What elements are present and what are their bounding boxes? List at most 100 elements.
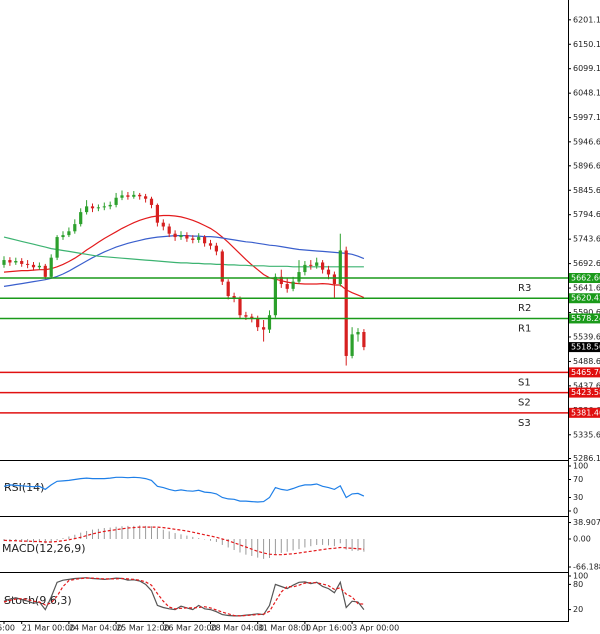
pivot-name: S3 xyxy=(518,418,531,429)
y-tick-label: 5794.60 xyxy=(573,210,600,219)
last-price-label: 5518.50 xyxy=(571,343,600,352)
x-tick-label: 26 Mar 20:00 xyxy=(163,624,216,633)
candle-body xyxy=(73,224,77,232)
y-tick-label: 100 xyxy=(573,572,588,581)
x-tick-label: 16:00 xyxy=(0,624,15,633)
pivot-name: R1 xyxy=(518,323,531,334)
y-tick-label: 5590.60 xyxy=(573,308,600,317)
candle-body xyxy=(285,284,289,289)
candle-body xyxy=(108,204,112,207)
candle-body xyxy=(256,318,260,328)
candle-body xyxy=(49,257,53,277)
y-tick-label: 5641.60 xyxy=(573,284,600,293)
indicator-line xyxy=(3,577,364,617)
candle-body xyxy=(26,263,30,265)
x-tick-label: 1 Apr 16:00 xyxy=(305,624,352,633)
y-tick-label: 5335.60 xyxy=(573,430,600,439)
y-tick-label: 5845.60 xyxy=(573,186,600,195)
candle-body xyxy=(55,237,59,258)
pivot-name: R2 xyxy=(518,303,531,314)
y-tick-label: -66.188 xyxy=(573,563,600,572)
x-tick-label: 3 Apr 00:00 xyxy=(352,624,399,633)
candle-body xyxy=(31,264,36,268)
indicator-line xyxy=(3,214,365,299)
pivot-value: 5620.42 xyxy=(571,294,600,303)
x-tick-label: 24 Mar 04:00 xyxy=(69,624,122,633)
indicator-line xyxy=(3,577,365,617)
pivot-value: 5423.58 xyxy=(571,388,600,397)
candle-body xyxy=(61,235,65,238)
candle-body xyxy=(191,238,195,240)
candle-body xyxy=(279,276,283,285)
pivot-tag xyxy=(569,367,600,378)
candle-body xyxy=(149,198,154,205)
candle-body xyxy=(120,195,124,198)
x-tick-label: 25 Mar 12:00 xyxy=(116,624,169,633)
y-tick-label: 100 xyxy=(573,462,588,471)
candle-body xyxy=(232,296,236,299)
candle-body xyxy=(167,226,171,234)
candle-body xyxy=(315,262,319,266)
candle-body xyxy=(273,276,277,316)
candle-body xyxy=(126,195,130,197)
y-tick-label: 6099.10 xyxy=(573,64,600,73)
candle-body xyxy=(90,206,95,209)
candle-body xyxy=(262,327,266,330)
y-tick-label: 30 xyxy=(573,493,583,502)
pivot-tag xyxy=(569,387,600,398)
pivot-name: S1 xyxy=(518,377,531,388)
y-tick-label: 5692.60 xyxy=(573,259,600,268)
candle-body xyxy=(96,207,100,209)
y-tick-label: 0.00 xyxy=(573,534,591,543)
candle-body xyxy=(362,331,366,348)
y-tick-label: 5743.60 xyxy=(573,235,600,244)
y-tick-label: 5997.10 xyxy=(573,113,600,122)
candle-body xyxy=(67,231,71,236)
pivot-value: 5578.24 xyxy=(571,314,600,323)
candle-body xyxy=(179,235,183,238)
candle-body xyxy=(338,250,342,285)
panel-title: Stoch(9,6,3) xyxy=(4,594,72,607)
candle-body xyxy=(356,331,360,335)
candle-body xyxy=(226,281,230,297)
candle-body xyxy=(326,269,331,275)
candle-body xyxy=(297,272,301,282)
pivot-value: 5381.40 xyxy=(571,408,600,417)
candle-body xyxy=(2,260,6,265)
y-tick-label: 70 xyxy=(573,475,583,484)
candle-body xyxy=(138,194,142,197)
candle-body xyxy=(220,251,224,282)
candle-body xyxy=(208,243,213,246)
indicator-line xyxy=(3,235,365,287)
x-tick-label: 21 Mar 00:00 xyxy=(22,624,75,633)
pivot-name: R3 xyxy=(518,283,531,294)
candle-body xyxy=(214,245,218,252)
last-price-tag xyxy=(569,342,600,353)
candle-body xyxy=(197,237,201,240)
candle-body xyxy=(303,264,307,273)
candle-body xyxy=(332,274,336,285)
candle-body xyxy=(102,206,106,208)
pivot-value: 5662.60 xyxy=(571,274,600,283)
candle-body xyxy=(85,206,89,213)
candle-body xyxy=(14,261,18,263)
candle-body xyxy=(37,265,41,268)
pivot-tag xyxy=(569,407,600,418)
pivot-tag xyxy=(569,293,600,304)
candle-body xyxy=(291,281,295,289)
y-tick-label: 20 xyxy=(573,605,583,614)
pivot-tag xyxy=(569,273,600,283)
candle-body xyxy=(344,250,348,356)
candle-body xyxy=(250,316,254,319)
y-tick-label: 0 xyxy=(573,507,578,516)
candle-body xyxy=(321,262,325,270)
pivot-name: S2 xyxy=(518,398,531,409)
candle-body xyxy=(203,237,207,244)
y-tick-label: 80 xyxy=(573,580,583,589)
candle-body xyxy=(350,334,354,356)
candle-body xyxy=(244,315,248,317)
candle-body xyxy=(161,222,165,227)
y-tick-label: 5286.10 xyxy=(573,454,600,463)
x-tick-label: 31 Mar 08:00 xyxy=(258,624,311,633)
